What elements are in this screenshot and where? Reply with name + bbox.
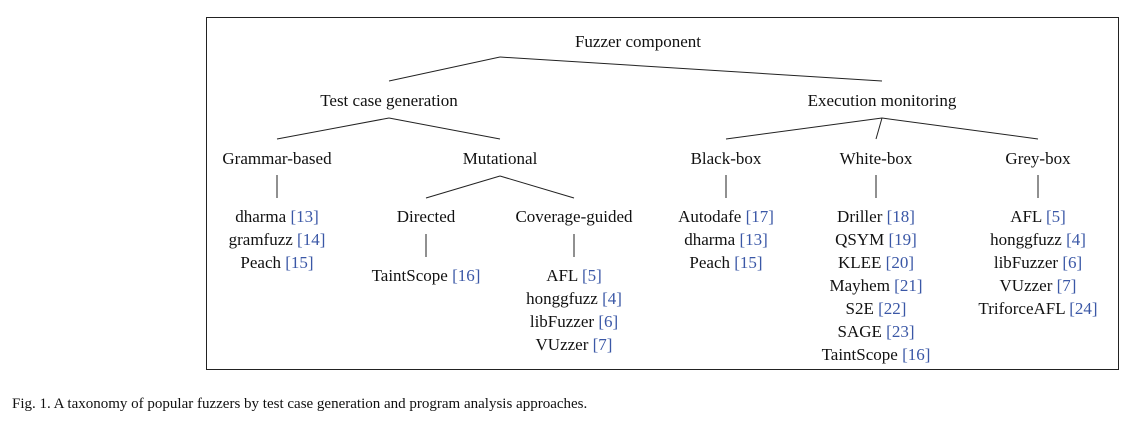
tool-whitebox-sage: SAGE [23] xyxy=(838,322,915,341)
tool-name: KLEE xyxy=(838,253,886,272)
node-directed: Directed xyxy=(397,207,456,226)
tool-name: honggfuzz xyxy=(990,230,1066,249)
tool-whitebox-s2e: S2E [22] xyxy=(846,299,907,318)
tool-name: dharma xyxy=(684,230,739,249)
tool-name: QSYM xyxy=(835,230,888,249)
tool-citation-link[interactable]: [14] xyxy=(297,230,325,249)
tool-greybox-libfuzzer: libFuzzer [6] xyxy=(994,253,1082,272)
tool-name: gramfuzz xyxy=(229,230,297,249)
tool-grammar-dharma: dharma [13] xyxy=(235,207,319,226)
node-white-box: White-box xyxy=(840,149,913,168)
tool-whitebox-taintscope: TaintScope [16] xyxy=(822,345,931,364)
node-grammar-based: Grammar-based xyxy=(222,149,332,168)
tool-citation-link[interactable]: [22] xyxy=(878,299,906,318)
tool-name: AFL xyxy=(546,266,582,285)
tool-greybox-afl: AFL [5] xyxy=(1010,207,1066,226)
tool-name: TaintScope xyxy=(822,345,902,364)
tool-coverage-honggfuzz: honggfuzz [4] xyxy=(526,289,622,308)
edge-tcg-grammar xyxy=(276,117,390,140)
tool-citation-link[interactable]: [5] xyxy=(582,266,602,285)
tool-blackbox-peach: Peach [15] xyxy=(689,253,762,272)
node-grey-box: Grey-box xyxy=(1005,149,1071,168)
tool-name: Peach xyxy=(240,253,285,272)
tool-citation-link[interactable]: [17] xyxy=(746,207,774,226)
tool-name: libFuzzer xyxy=(530,312,598,331)
tool-citation-link[interactable]: [16] xyxy=(452,266,480,285)
tool-whitebox-mayhem: Mayhem [21] xyxy=(829,276,922,295)
tool-citation-link[interactable]: [21] xyxy=(894,276,922,295)
figure-caption: Fig. 1. A taxonomy of popular fuzzers by… xyxy=(12,396,588,412)
tool-blackbox-dharma: dharma [13] xyxy=(684,230,768,249)
edge-em-whitebox xyxy=(875,117,883,140)
tool-name: Peach xyxy=(689,253,734,272)
tool-name: AFL xyxy=(1010,207,1046,226)
tool-greybox-vuzzer: VUzzer [7] xyxy=(1000,276,1077,295)
tool-whitebox-driller: Driller [18] xyxy=(837,207,915,226)
tool-citation-link[interactable]: [15] xyxy=(734,253,762,272)
tool-name: TaintScope xyxy=(372,266,452,285)
tool-citation-link[interactable]: [24] xyxy=(1069,299,1097,318)
tool-blackbox-autodafe: Autodafe [17] xyxy=(678,207,774,226)
tool-citation-link[interactable]: [18] xyxy=(887,207,915,226)
tool-citation-link[interactable]: [4] xyxy=(602,289,622,308)
tool-name: Mayhem xyxy=(829,276,894,295)
tool-name: Autodafe xyxy=(678,207,746,226)
tool-citation-link[interactable]: [5] xyxy=(1046,207,1066,226)
tool-citation-link[interactable]: [7] xyxy=(593,335,613,354)
tool-greybox-honggfuzz: honggfuzz [4] xyxy=(990,230,1086,249)
tool-name: honggfuzz xyxy=(526,289,602,308)
edge-root-em xyxy=(499,56,883,82)
tool-greybox-triforceafl: TriforceAFL [24] xyxy=(978,299,1097,318)
tool-name: S2E xyxy=(846,299,879,318)
tool-name: Driller xyxy=(837,207,887,226)
edge-mutational-directed xyxy=(425,175,501,199)
node-root: Fuzzer component xyxy=(575,32,701,51)
edge-mutational-coverage xyxy=(499,175,575,199)
node-mutational: Mutational xyxy=(463,149,538,168)
tool-coverage-vuzzer: VUzzer [7] xyxy=(536,335,613,354)
tool-citation-link[interactable]: [6] xyxy=(598,312,618,331)
taxonomy-diagram: Fuzzer component Test case generation Ex… xyxy=(206,17,1119,370)
tool-coverage-libfuzzer: libFuzzer [6] xyxy=(530,312,618,331)
tool-name: SAGE xyxy=(838,322,887,341)
tool-citation-link[interactable]: [7] xyxy=(1057,276,1077,295)
node-black-box: Black-box xyxy=(691,149,762,168)
edge-em-greybox xyxy=(881,117,1039,140)
node-execution-monitoring: Execution monitoring xyxy=(808,91,957,110)
tool-citation-link[interactable]: [20] xyxy=(886,253,914,272)
tool-citation-link[interactable]: [6] xyxy=(1062,253,1082,272)
tool-citation-link[interactable]: [13] xyxy=(290,207,318,226)
edge-tcg-mutational xyxy=(388,117,501,140)
tool-name: dharma xyxy=(235,207,290,226)
node-coverage-guided: Coverage-guided xyxy=(515,207,633,226)
tool-citation-link[interactable]: [4] xyxy=(1066,230,1086,249)
tool-citation-link[interactable]: [13] xyxy=(739,230,767,249)
tool-whitebox-qsym: QSYM [19] xyxy=(835,230,917,249)
tool-grammar-gramfuzz: gramfuzz [14] xyxy=(229,230,326,249)
edge-root-tcg xyxy=(388,56,501,82)
tool-name: VUzzer xyxy=(1000,276,1057,295)
tool-citation-link[interactable]: [23] xyxy=(886,322,914,341)
node-test-case-generation: Test case generation xyxy=(320,91,458,110)
tool-citation-link[interactable]: [15] xyxy=(285,253,313,272)
tool-citation-link[interactable]: [19] xyxy=(889,230,917,249)
tool-lists: dharma [13] gramfuzz [14] Peach [15] TaintS… xyxy=(229,207,1098,364)
tool-name: libFuzzer xyxy=(994,253,1062,272)
tool-coverage-afl: AFL [5] xyxy=(546,266,602,285)
diagram-frame xyxy=(206,17,1119,370)
tool-name: VUzzer xyxy=(536,335,593,354)
tool-name: TriforceAFL xyxy=(978,299,1069,318)
edge-em-blackbox xyxy=(725,117,883,140)
tool-grammar-peach: Peach [15] xyxy=(240,253,313,272)
tool-citation-link[interactable]: [16] xyxy=(902,345,930,364)
tool-directed-taintscope: TaintScope [16] xyxy=(372,266,481,285)
tool-whitebox-klee: KLEE [20] xyxy=(838,253,914,272)
